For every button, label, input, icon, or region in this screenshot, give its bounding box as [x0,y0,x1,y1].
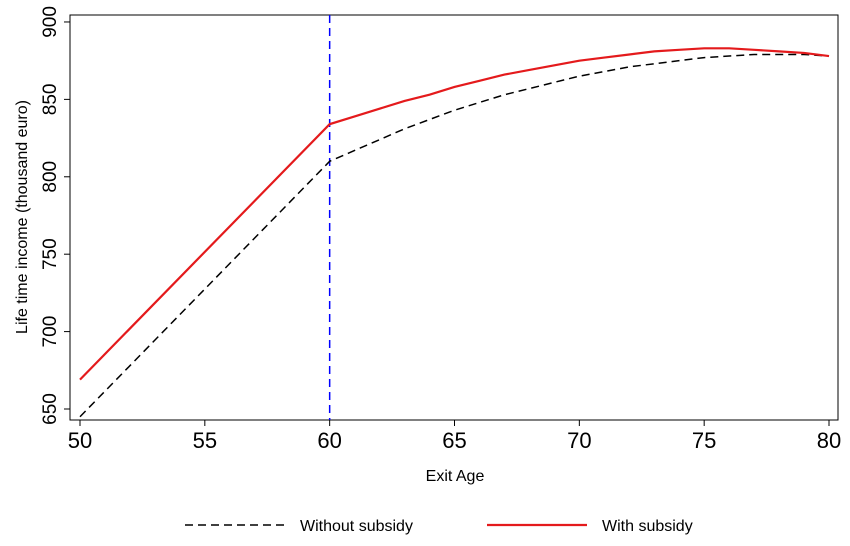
x-tick-label: 75 [692,428,716,453]
y-tick-label: 650 [40,393,61,425]
x-tick-label: 80 [817,428,841,453]
y-axis-label: Life time income (thousand euro) [14,100,31,334]
legend-label: With subsidy [602,518,693,535]
y-tick-label: 900 [40,6,61,38]
y-tick-label: 700 [40,316,61,348]
y-tick-label: 850 [40,84,61,116]
y-tick-label: 800 [40,161,61,193]
x-tick-label: 70 [567,428,591,453]
series-line [79,53,830,418]
y-tick-label: 750 [40,238,61,270]
x-tick-label: 60 [317,428,341,453]
x-tick-label: 50 [68,428,92,453]
plot-frame [69,14,839,421]
x-axis-label: Exit Age [426,468,485,485]
x-tick-label: 55 [193,428,217,453]
x-tick-label: 65 [442,428,466,453]
legend-label: Without subsidy [300,518,413,535]
series-line [79,47,830,381]
